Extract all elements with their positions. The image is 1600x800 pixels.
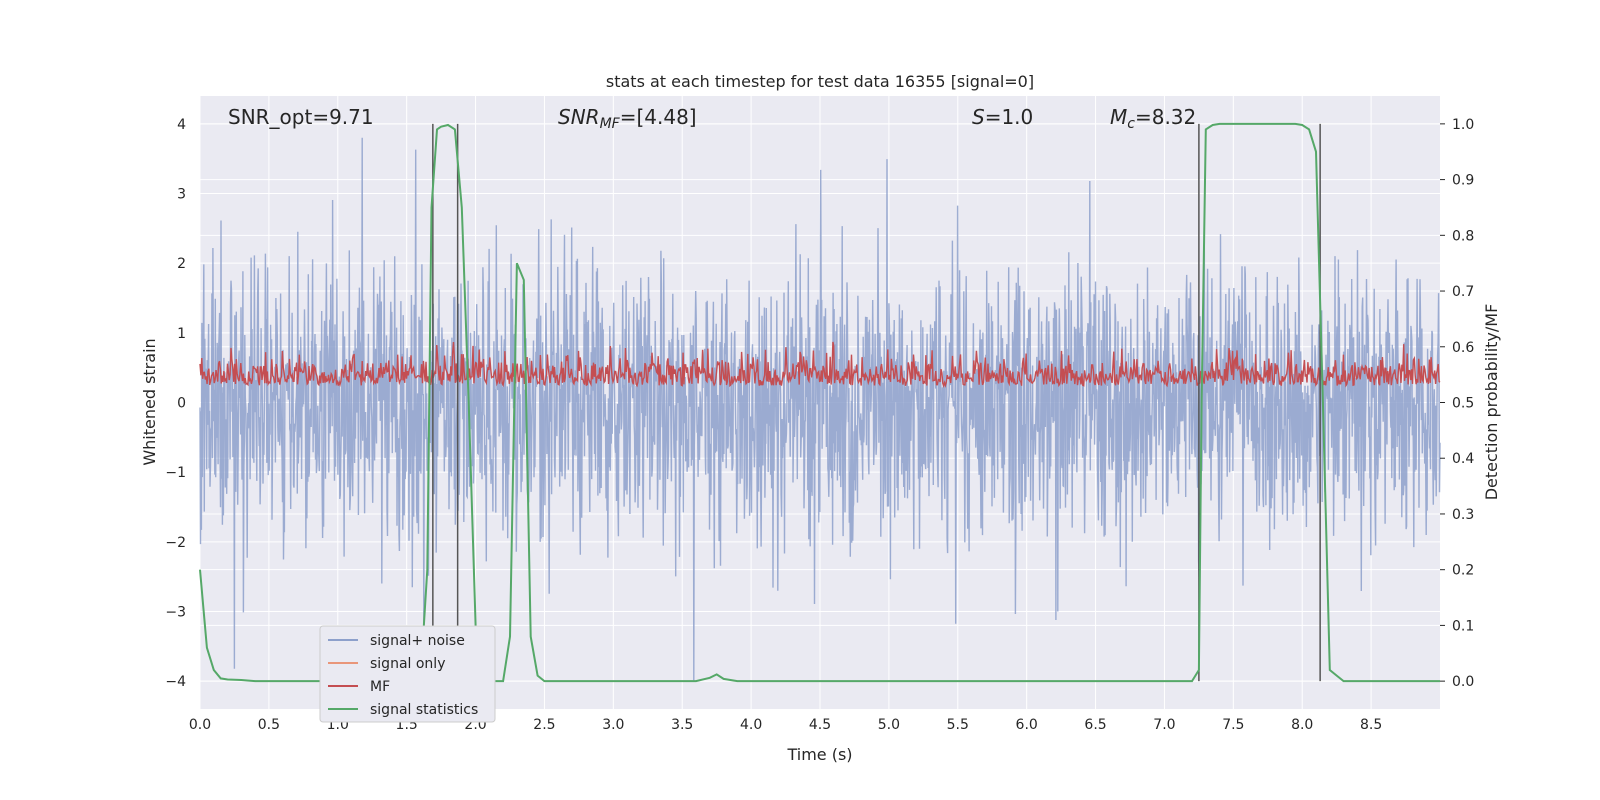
- x-tick-label: 7.5: [1222, 717, 1244, 733]
- x-tick-label: 5.0: [878, 717, 900, 733]
- x-axis-label: Time (s): [786, 745, 852, 764]
- y2-tick-label: 1.0: [1452, 117, 1474, 133]
- x-tick-label: 8.0: [1291, 717, 1313, 733]
- x-tick-label: 7.0: [1153, 717, 1175, 733]
- y2-tick-label: 0.6: [1452, 340, 1474, 356]
- series-mf-line: [199, 341, 1441, 389]
- x-tick-label: 6.5: [1084, 717, 1106, 733]
- y-tick-label: 0: [177, 396, 186, 412]
- annotation-mc: Mc=8.32: [1110, 105, 1196, 132]
- legend-label-mf: MF: [370, 679, 390, 695]
- legend-box: [319, 625, 496, 723]
- legend-label-signal-statistics: signal statistics: [370, 702, 478, 718]
- series-mf: [199, 341, 1441, 389]
- annotation-snr-opt: SNR_opt=9.71: [228, 105, 374, 129]
- y2-tick-label: 0.8: [1452, 228, 1474, 244]
- x-axis-ticks: 0.0 0.5 1.0 1.5 2.0 2.5 3.0 3.5 4.0 4.5 5.0 5.5 6.0 6…: [189, 717, 1382, 733]
- x-tick-label: 0.5: [258, 717, 280, 733]
- y-tick-label: −3: [165, 604, 186, 620]
- y2-tick-label: 0.7: [1452, 284, 1474, 300]
- legend-label-signal-noise: signal+ noise: [370, 633, 465, 649]
- x-tick-label: 4.0: [740, 717, 762, 733]
- y2-tick-label: 0.1: [1452, 618, 1474, 634]
- y2-tick-label: 0.9: [1452, 173, 1474, 189]
- y-tick-label: 3: [177, 187, 186, 203]
- x-tick-label: 4.5: [809, 717, 831, 733]
- annotation-s: S=1.0: [972, 105, 1033, 129]
- y2-tick-label: 0.0: [1452, 674, 1474, 690]
- y2-tick-label: 0.5: [1452, 396, 1474, 412]
- series-signal-statistics-line: [199, 122, 1440, 683]
- y-tick-label: −4: [165, 674, 186, 690]
- x-tick-label: 0.0: [189, 717, 211, 733]
- x-tick-label: 2.5: [533, 717, 555, 733]
- x-tick-label: 3.0: [602, 717, 624, 733]
- legend-label-signal-only: signal only: [370, 656, 445, 672]
- annotation-snr-mf: SNRMF=[4.48]: [558, 105, 697, 132]
- y-tick-label: −2: [165, 535, 186, 551]
- x-tick-label: 5.5: [947, 717, 969, 733]
- y-tick-label: −1: [165, 465, 186, 481]
- y2-axis-ticks: 1.0 0.9 0.8 0.7 0.6 0.5 0.4 0.3 0.2 0.1 0.0: [1440, 117, 1474, 690]
- y-axis-ticks: 4 3 2 1 0 −1 −2 −3 −4: [165, 117, 186, 690]
- y-tick-label: 2: [177, 256, 186, 272]
- y-tick-label: 4: [177, 117, 186, 133]
- x-tick-label: 3.5: [671, 717, 693, 733]
- y2-tick-label: 0.3: [1452, 507, 1474, 523]
- legend: signal+ noise signal only MF signal stat…: [319, 625, 496, 723]
- y2-tick-label: 0.2: [1452, 563, 1474, 579]
- y2-axis-label: Detection probability/MF: [1482, 304, 1501, 501]
- x-tick-label: 6.0: [1016, 717, 1038, 733]
- x-tick-label: 8.5: [1360, 717, 1382, 733]
- y-axis-label: Whitened strain: [140, 338, 159, 465]
- y2-tick-label: 0.4: [1452, 451, 1474, 467]
- chart-title: stats at each timestep for test data 163…: [606, 72, 1034, 91]
- y-tick-label: 1: [177, 326, 186, 342]
- series-signal-statistics: [199, 122, 1440, 683]
